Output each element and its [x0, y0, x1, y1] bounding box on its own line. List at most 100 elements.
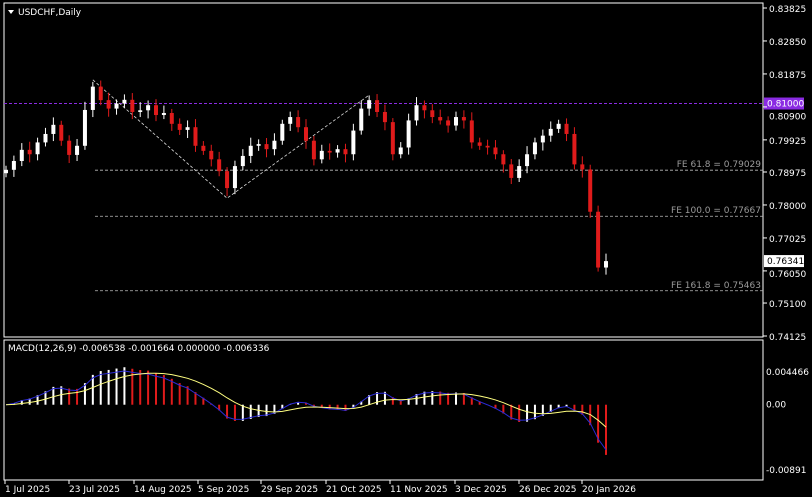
time-tick-label: 20 Jan 2026 [582, 485, 636, 495]
candle-body [67, 140, 72, 155]
fibo-label: FE 61.8 = 0.79029 [677, 160, 762, 170]
candle-body [280, 123, 285, 141]
candle-body [43, 133, 48, 143]
candle-body [343, 149, 348, 155]
candle-body [548, 128, 553, 136]
macd-tick-label: -0.00891 [766, 466, 806, 476]
candle-body [51, 124, 56, 134]
price-tick-label: 0.74125 [769, 333, 806, 343]
candle-body [367, 100, 372, 109]
candle-body [540, 135, 545, 143]
candle-body [82, 109, 87, 146]
candle-body [161, 112, 166, 116]
candle-body [398, 147, 403, 155]
candle-body [335, 149, 340, 153]
price-tick-label: 0.77025 [769, 235, 806, 245]
macd-indicator: 0.004466 0.00 -0.00891 [5, 367, 809, 476]
candle-body [11, 161, 16, 170]
zigzag [92, 79, 370, 199]
candle-body [359, 108, 364, 131]
current-price-label: 0.76341 [764, 255, 804, 267]
time-tick-label: 26 Dec 2025 [519, 485, 577, 495]
candle-body [604, 261, 608, 268]
candle-body [390, 122, 395, 155]
candle-body [106, 100, 111, 109]
time-axis: 1 Jul 2025 23 Jul 2025 14 Aug 2025 5 Sep 20… [4, 480, 636, 495]
candle-body [217, 159, 222, 172]
time-tick-label: 11 Nov 2025 [390, 485, 448, 495]
current-price-bg [764, 255, 804, 268]
candle-body [438, 117, 443, 121]
candle-body [209, 150, 214, 160]
candle-body [532, 142, 537, 155]
candle-body [177, 123, 182, 130]
candle-body [517, 166, 522, 178]
candle-body [572, 133, 577, 165]
candle-body [146, 105, 151, 111]
candle-body [556, 123, 561, 129]
time-tick-label: 21 Oct 2025 [326, 485, 382, 495]
candle-body [193, 127, 198, 146]
candle-body [264, 144, 269, 150]
price-tick-label: 0.83825 [769, 5, 806, 15]
candle-body [154, 105, 158, 116]
candle-body [454, 117, 458, 126]
candle-body [406, 120, 411, 148]
price-tick-label: 0.78975 [769, 169, 806, 179]
candle-body [256, 144, 261, 146]
zigzag-line [92, 79, 370, 199]
candle-body [446, 120, 451, 126]
candle-body [35, 142, 40, 155]
time-tick-label: 1 Jul 2025 [5, 485, 50, 495]
candle-body [248, 145, 253, 156]
time-tick-label: 23 Jul 2025 [69, 485, 120, 495]
dropdown-triangle-icon[interactable] [8, 10, 14, 14]
price-tick-label: 0.81875 [769, 71, 806, 81]
time-tick-label: 5 Sep 2025 [198, 485, 249, 495]
candle-body [493, 147, 498, 155]
candle-body [414, 105, 419, 121]
candle-body [501, 154, 506, 165]
macd-label: MACD(12,26,9) -0.006538 -0.001664 0.0000… [8, 344, 270, 354]
candle-body [422, 105, 427, 111]
candles [4, 80, 608, 275]
candle-body [185, 127, 190, 130]
candle-body [461, 117, 466, 121]
candle-body [19, 149, 24, 162]
macd-line [5, 370, 607, 451]
candle-body [469, 120, 474, 143]
candle-body [319, 150, 324, 160]
candle-body [382, 111, 387, 123]
chart-title: USDCHF,Daily [18, 8, 82, 18]
candle-body [485, 145, 490, 148]
candle-body [311, 140, 316, 160]
candle-body [430, 110, 435, 118]
candle-body [525, 154, 530, 167]
fibo-label: FE 100.0 = 0.77667 [671, 206, 761, 216]
candle-body [564, 123, 569, 134]
candle-body [596, 211, 601, 268]
candle-body [114, 103, 119, 109]
fibo-label: FE 161.8 = 0.75463 [671, 281, 761, 291]
candle-body [304, 127, 308, 141]
candle-body [225, 171, 230, 189]
candle-body [27, 149, 32, 155]
price-tick-label: 0.82850 [769, 38, 806, 48]
time-tick-label: 29 Sep 2025 [261, 485, 318, 495]
candle-body [327, 150, 332, 153]
candle-body [375, 100, 380, 112]
fibo-levels: FE 61.8 = 0.79029 FE 100.0 = 0.77667 FE 16… [95, 160, 763, 292]
horizontal-line-label: 0.81000 [767, 100, 804, 110]
candle-body [169, 112, 174, 124]
macd-tick-label: 0.00 [766, 401, 786, 411]
current-price-value: 0.76341 [767, 257, 804, 267]
price-tick-label: 0.76050 [769, 270, 806, 280]
horizontal-line-label-bg [764, 97, 804, 110]
candle-body [580, 164, 585, 170]
candle-body [232, 166, 237, 189]
candle-body [296, 117, 301, 128]
candle-body [240, 155, 245, 167]
price-tick-label: 0.75100 [769, 300, 806, 310]
candle-body [588, 169, 593, 212]
